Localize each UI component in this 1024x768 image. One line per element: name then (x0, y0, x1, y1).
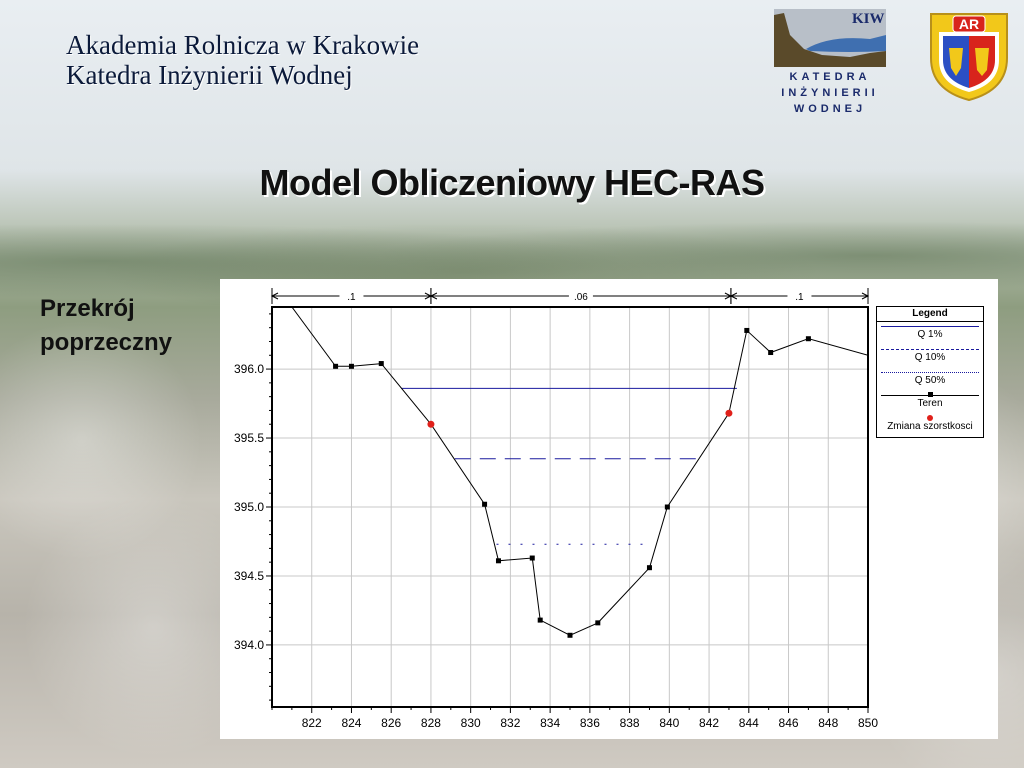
cross-section-label-line1: Przekrój (40, 295, 135, 322)
legend-item-q50: Q 50% (877, 368, 983, 391)
legend-label-q50: Q 50% (914, 375, 946, 386)
kiw-logo-line1: KATEDRA (789, 71, 871, 83)
cross-section-label: Przekrój poprzeczny (40, 292, 172, 360)
kiw-logo-abbr: KIW (852, 11, 885, 27)
ar-crest-eagle (949, 48, 963, 76)
legend-label-q10: Q 10% (914, 352, 946, 363)
kiw-logo-water (806, 35, 886, 52)
legend-swatch-q50 (881, 372, 979, 373)
legend-item-q1: Q 1% (877, 322, 983, 345)
legend-label-roughness-change: Zmiana szorstkosci (887, 421, 973, 432)
page-title: Model Obliczeniowy HEC-RAS (259, 162, 765, 203)
legend-swatch-teren-marker (928, 392, 933, 397)
legend-item-roughness-change: Zmiana szorstkosci (877, 414, 983, 437)
ar-crest-animal (975, 48, 989, 76)
ar-crest-logo: AR (925, 8, 1013, 103)
legend-label-q1: Q 1% (917, 329, 943, 340)
legend-swatch-q1 (881, 326, 979, 327)
ar-crest-graphic: AR (930, 13, 1008, 102)
legend-item-q10: Q 10% (877, 345, 983, 368)
kiw-logo: KIW KATEDRA INŻYNIERII WODNEJ (770, 5, 890, 117)
legend-item-teren: Teren (877, 391, 983, 414)
ar-crest-banner (952, 15, 986, 33)
kiw-logo-line2: INŻYNIERII (781, 87, 879, 99)
legend-label-teren: Teren (917, 398, 943, 409)
chart-legend: Legend Q 1% Q 10% Q 50% Teren Zmiana szo… (876, 306, 984, 438)
legend-swatch-roughness-change (927, 415, 933, 421)
legend-swatch-q10 (881, 349, 979, 350)
legend-title: Legend (877, 307, 983, 322)
department-name: Katedra Inżynierii Wodnej (66, 60, 353, 90)
kiw-logo-graphic: KIW (774, 9, 886, 67)
kiw-logo-line3: WODNEJ (793, 103, 867, 115)
kiw-logo-dam (774, 13, 886, 67)
cross-section-label-line2: poprzeczny (40, 329, 173, 356)
ar-crest-abbr: AR (959, 16, 979, 32)
university-name: Akademia Rolnicza w Krakowie (66, 30, 420, 60)
